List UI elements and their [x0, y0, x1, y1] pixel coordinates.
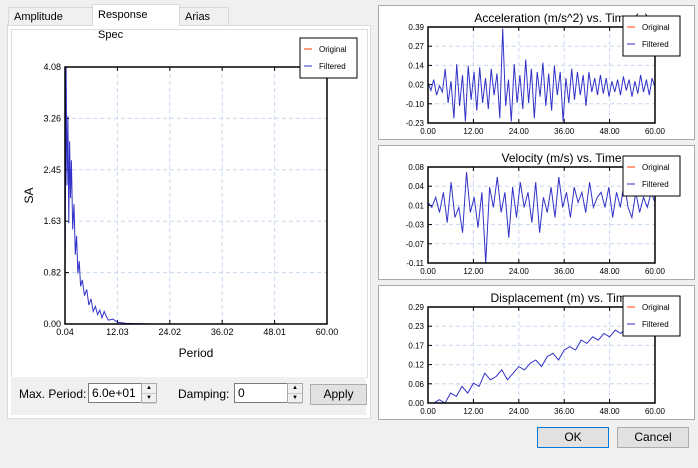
- max-period-spinner[interactable]: ▲ ▼: [141, 383, 157, 404]
- plot-frame: [427, 306, 656, 404]
- max-period-input[interactable]: 6.0e+01: [88, 383, 142, 403]
- response-plot-area: [11, 29, 368, 378]
- damping-spinner[interactable]: ▲ ▼: [287, 383, 303, 404]
- x-tick-label: 24.02: [159, 327, 182, 337]
- x-tick-label: 48.00: [600, 407, 621, 416]
- y-tick-label: 0.02: [408, 81, 424, 90]
- damping-input[interactable]: 0: [234, 383, 288, 403]
- y-tick-label: 2.45: [43, 165, 61, 175]
- legend-original-label: Original: [642, 163, 670, 172]
- chart-title: Acceleration (m/s^2) vs. Time (s): [474, 11, 648, 25]
- legend-original-label: Original: [642, 23, 670, 32]
- x-tick-label: 36.00: [554, 127, 575, 136]
- damping-label: Damping:: [178, 387, 230, 401]
- filtered-series-line: [64, 66, 327, 325]
- filtered-series-line: [428, 306, 656, 404]
- spin-down-icon[interactable]: ▼: [288, 394, 302, 404]
- y-tick-label: 0.06: [408, 380, 424, 389]
- plot-frame: [427, 26, 656, 124]
- y-tick-label: 0.00: [43, 319, 61, 329]
- legend-box: [299, 37, 358, 79]
- x-tick-label: 24.00: [509, 267, 530, 276]
- x-tick-label: 0.00: [420, 407, 436, 416]
- x-tick-label: 60.00: [645, 407, 666, 416]
- tab-amplitude-spec[interactable]: Amplitude Spec: [8, 7, 93, 41]
- y-tick-label: 0.23: [408, 322, 424, 331]
- y-tick-label: 0.08: [408, 163, 424, 172]
- y-tick-label: -0.07: [406, 240, 425, 249]
- y-tick-label: 0.17: [408, 341, 424, 350]
- x-tick-label: 48.00: [600, 267, 621, 276]
- x-tick-label: 60.00: [316, 327, 339, 337]
- x-tick-label: 36.00: [554, 407, 575, 416]
- x-tick-label: 0.04: [56, 327, 74, 337]
- y-tick-label: 0.14: [408, 61, 424, 70]
- legend-filtered-label: Filtered: [642, 180, 669, 189]
- legend-box: [622, 155, 681, 197]
- x-tick-label: 48.00: [600, 127, 621, 136]
- x-tick-label: 12.03: [106, 327, 129, 337]
- legend-box: [622, 15, 681, 57]
- x-tick-label: 12.00: [463, 127, 484, 136]
- y-tick-label: 0.04: [408, 182, 424, 191]
- x-tick-label: 60.00: [645, 267, 666, 276]
- y-tick-label: 0.27: [408, 42, 424, 51]
- tab-arias-int[interactable]: Arias Int: [179, 7, 229, 41]
- spin-down-icon[interactable]: ▼: [142, 394, 156, 404]
- legend-original-label: Original: [642, 303, 670, 312]
- x-tick-label: 36.00: [554, 267, 575, 276]
- x-tick-label: 60.00: [645, 127, 666, 136]
- plot-frame: [427, 166, 656, 264]
- y-tick-label: 4.08: [43, 62, 61, 72]
- chart-title: Displacement (m) vs. Time: [490, 291, 632, 305]
- legend-filtered-label: Filtered: [319, 62, 346, 71]
- x-tick-label: 0.00: [420, 127, 436, 136]
- x-axis-label: Period: [179, 346, 214, 360]
- y-axis-label: SA: [22, 187, 36, 203]
- velocity-chart: 0.00-0.11 12.00 -0.07 24.00 -0.03 36.00 0.01 48…: [406, 151, 681, 276]
- displacement-chart: 0.000.00 12.00 0.06 24.00 0.12 36.00 0.17 48.00…: [408, 291, 681, 416]
- apply-button[interactable]: Apply: [310, 384, 367, 405]
- y-tick-label: 0.29: [408, 303, 424, 312]
- x-tick-label: 36.02: [211, 327, 234, 337]
- y-tick-label: 3.26: [43, 113, 61, 123]
- x-tick-label: 48.01: [263, 327, 286, 337]
- cancel-button[interactable]: Cancel: [617, 427, 689, 448]
- ok-button[interactable]: OK: [537, 427, 609, 448]
- spin-up-icon[interactable]: ▲: [142, 384, 156, 394]
- spin-up-icon[interactable]: ▲: [288, 384, 302, 394]
- x-tick-label: 12.00: [463, 407, 484, 416]
- y-tick-label: 0.82: [43, 268, 61, 278]
- filtered-series-line: [427, 172, 656, 264]
- tab-response-spec[interactable]: Response Spec: [92, 4, 180, 41]
- legend-box: [622, 295, 681, 337]
- controls-bar: [11, 377, 366, 415]
- legend-filtered-label: Filtered: [642, 40, 669, 49]
- chart-title: Velocity (m/s) vs. Time: [501, 151, 621, 165]
- y-tick-label: 0.00: [408, 399, 424, 408]
- legend-filtered-label: Filtered: [642, 320, 669, 329]
- y-tick-label: -0.03: [406, 221, 425, 230]
- x-tick-label: 24.00: [509, 407, 530, 416]
- plot-frame: [64, 66, 328, 325]
- y-tick-label: 0.39: [408, 23, 424, 32]
- y-tick-label: -0.10: [406, 100, 425, 109]
- legend-original-label: Original: [319, 45, 347, 54]
- x-tick-label: 12.00: [463, 267, 484, 276]
- y-tick-label: 0.12: [408, 361, 424, 370]
- y-tick-label: -0.23: [406, 119, 425, 128]
- x-tick-label: 0.00: [420, 267, 436, 276]
- y-tick-label: 1.63: [43, 216, 61, 226]
- x-tick-label: 24.00: [509, 127, 530, 136]
- filtered-series-line: [427, 28, 656, 122]
- max-period-label: Max. Period:: [19, 387, 87, 401]
- response-spectrum-chart: 0.040.00 12.03 0.82 24.02 1.63 36.02 2.45 48.01…: [22, 37, 358, 360]
- acceleration-chart: 0.00-0.23 12.00 -0.10 24.00 0.02 36.00 0.14 48.…: [406, 11, 681, 136]
- y-tick-label: -0.11: [406, 259, 424, 268]
- y-tick-label: 0.01: [408, 201, 424, 210]
